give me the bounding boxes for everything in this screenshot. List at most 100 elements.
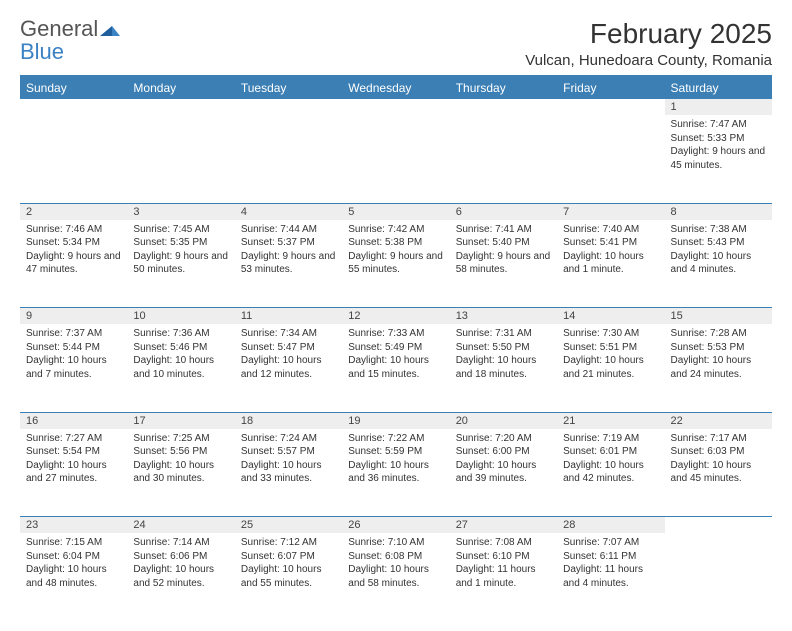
day-number-cell: 13 xyxy=(450,308,557,325)
day-header: Saturday xyxy=(665,77,772,99)
calendar-page: General Blue February 2025 Vulcan, Huned… xyxy=(0,0,792,631)
day-number-cell: 24 xyxy=(127,517,234,534)
calendar-table: Sunday Monday Tuesday Wednesday Thursday… xyxy=(20,77,772,621)
day-content-cell: Sunrise: 7:30 AMSunset: 5:51 PMDaylight:… xyxy=(557,324,664,412)
day-number-cell: 14 xyxy=(557,308,664,325)
day-number-cell: 15 xyxy=(665,308,772,325)
location-text: Vulcan, Hunedoara County, Romania xyxy=(525,52,772,69)
day-content-cell: Sunrise: 7:37 AMSunset: 5:44 PMDaylight:… xyxy=(20,324,127,412)
day-number-row: 1 xyxy=(20,99,772,115)
day-content-cell: Sunrise: 7:22 AMSunset: 5:59 PMDaylight:… xyxy=(342,429,449,517)
day-number-cell xyxy=(235,99,342,115)
day-content-cell: Sunrise: 7:28 AMSunset: 5:53 PMDaylight:… xyxy=(665,324,772,412)
day-content-row: Sunrise: 7:37 AMSunset: 5:44 PMDaylight:… xyxy=(20,324,772,412)
day-number-cell xyxy=(450,99,557,115)
day-content-cell: Sunrise: 7:24 AMSunset: 5:57 PMDaylight:… xyxy=(235,429,342,517)
day-header: Monday xyxy=(127,77,234,99)
day-number-cell: 21 xyxy=(557,412,664,429)
day-number-cell: 23 xyxy=(20,517,127,534)
day-header: Tuesday xyxy=(235,77,342,99)
day-content-cell: Sunrise: 7:42 AMSunset: 5:38 PMDaylight:… xyxy=(342,220,449,308)
day-content-cell: Sunrise: 7:31 AMSunset: 5:50 PMDaylight:… xyxy=(450,324,557,412)
logo: General Blue xyxy=(20,18,120,64)
day-number-row: 9101112131415 xyxy=(20,308,772,325)
day-number-cell: 8 xyxy=(665,203,772,220)
day-number-cell: 12 xyxy=(342,308,449,325)
day-content-cell xyxy=(665,533,772,621)
day-header-row: Sunday Monday Tuesday Wednesday Thursday… xyxy=(20,77,772,99)
header: General Blue February 2025 Vulcan, Huned… xyxy=(20,18,772,69)
day-number-cell xyxy=(342,99,449,115)
day-number-cell: 20 xyxy=(450,412,557,429)
title-block: February 2025 Vulcan, Hunedoara County, … xyxy=(525,18,772,69)
day-number-cell xyxy=(20,99,127,115)
day-content-cell: Sunrise: 7:08 AMSunset: 6:10 PMDaylight:… xyxy=(450,533,557,621)
day-content-row: Sunrise: 7:15 AMSunset: 6:04 PMDaylight:… xyxy=(20,533,772,621)
day-header: Friday xyxy=(557,77,664,99)
day-number-cell: 22 xyxy=(665,412,772,429)
day-number-cell: 25 xyxy=(235,517,342,534)
day-number-row: 2345678 xyxy=(20,203,772,220)
day-content-cell: Sunrise: 7:14 AMSunset: 6:06 PMDaylight:… xyxy=(127,533,234,621)
day-content-cell: Sunrise: 7:36 AMSunset: 5:46 PMDaylight:… xyxy=(127,324,234,412)
day-number-cell: 1 xyxy=(665,99,772,115)
day-number-cell: 16 xyxy=(20,412,127,429)
day-content-cell: Sunrise: 7:44 AMSunset: 5:37 PMDaylight:… xyxy=(235,220,342,308)
day-number-cell: 10 xyxy=(127,308,234,325)
day-content-cell: Sunrise: 7:10 AMSunset: 6:08 PMDaylight:… xyxy=(342,533,449,621)
day-number-cell: 18 xyxy=(235,412,342,429)
day-content-row: Sunrise: 7:46 AMSunset: 5:34 PMDaylight:… xyxy=(20,220,772,308)
logo-word-2: Blue xyxy=(20,39,64,64)
day-content-cell: Sunrise: 7:17 AMSunset: 6:03 PMDaylight:… xyxy=(665,429,772,517)
day-number-cell xyxy=(127,99,234,115)
day-number-cell: 28 xyxy=(557,517,664,534)
day-number-cell: 2 xyxy=(20,203,127,220)
day-content-cell: Sunrise: 7:38 AMSunset: 5:43 PMDaylight:… xyxy=(665,220,772,308)
day-header: Wednesday xyxy=(342,77,449,99)
day-number-cell: 3 xyxy=(127,203,234,220)
month-title: February 2025 xyxy=(525,18,772,50)
day-number-cell: 4 xyxy=(235,203,342,220)
day-number-cell: 6 xyxy=(450,203,557,220)
day-content-cell xyxy=(342,115,449,203)
day-content-cell: Sunrise: 7:33 AMSunset: 5:49 PMDaylight:… xyxy=(342,324,449,412)
day-content-cell xyxy=(557,115,664,203)
day-content-row: Sunrise: 7:27 AMSunset: 5:54 PMDaylight:… xyxy=(20,429,772,517)
day-content-cell: Sunrise: 7:07 AMSunset: 6:11 PMDaylight:… xyxy=(557,533,664,621)
day-content-cell: Sunrise: 7:47 AMSunset: 5:33 PMDaylight:… xyxy=(665,115,772,203)
day-number-cell: 19 xyxy=(342,412,449,429)
day-number-cell xyxy=(665,517,772,534)
day-content-cell: Sunrise: 7:25 AMSunset: 5:56 PMDaylight:… xyxy=(127,429,234,517)
day-number-cell: 7 xyxy=(557,203,664,220)
day-header: Sunday xyxy=(20,77,127,99)
day-content-cell: Sunrise: 7:12 AMSunset: 6:07 PMDaylight:… xyxy=(235,533,342,621)
logo-word-1: General xyxy=(20,16,98,41)
calendar-body: 1Sunrise: 7:47 AMSunset: 5:33 PMDaylight… xyxy=(20,99,772,621)
day-number-row: 16171819202122 xyxy=(20,412,772,429)
day-number-cell: 26 xyxy=(342,517,449,534)
day-content-cell: Sunrise: 7:20 AMSunset: 6:00 PMDaylight:… xyxy=(450,429,557,517)
day-content-cell: Sunrise: 7:45 AMSunset: 5:35 PMDaylight:… xyxy=(127,220,234,308)
day-content-cell xyxy=(235,115,342,203)
day-content-cell: Sunrise: 7:15 AMSunset: 6:04 PMDaylight:… xyxy=(20,533,127,621)
day-content-cell xyxy=(20,115,127,203)
day-content-cell: Sunrise: 7:34 AMSunset: 5:47 PMDaylight:… xyxy=(235,324,342,412)
day-content-cell: Sunrise: 7:46 AMSunset: 5:34 PMDaylight:… xyxy=(20,220,127,308)
day-content-cell: Sunrise: 7:40 AMSunset: 5:41 PMDaylight:… xyxy=(557,220,664,308)
logo-arrow-icon xyxy=(100,23,120,40)
day-content-cell xyxy=(450,115,557,203)
logo-text: General Blue xyxy=(20,18,120,64)
day-number-cell: 9 xyxy=(20,308,127,325)
day-number-cell: 17 xyxy=(127,412,234,429)
day-content-cell: Sunrise: 7:41 AMSunset: 5:40 PMDaylight:… xyxy=(450,220,557,308)
day-content-row: Sunrise: 7:47 AMSunset: 5:33 PMDaylight:… xyxy=(20,115,772,203)
day-number-cell: 11 xyxy=(235,308,342,325)
day-content-cell xyxy=(127,115,234,203)
day-content-cell: Sunrise: 7:27 AMSunset: 5:54 PMDaylight:… xyxy=(20,429,127,517)
day-header: Thursday xyxy=(450,77,557,99)
day-number-cell xyxy=(557,99,664,115)
day-number-cell: 5 xyxy=(342,203,449,220)
day-number-row: 232425262728 xyxy=(20,517,772,534)
day-number-cell: 27 xyxy=(450,517,557,534)
day-content-cell: Sunrise: 7:19 AMSunset: 6:01 PMDaylight:… xyxy=(557,429,664,517)
